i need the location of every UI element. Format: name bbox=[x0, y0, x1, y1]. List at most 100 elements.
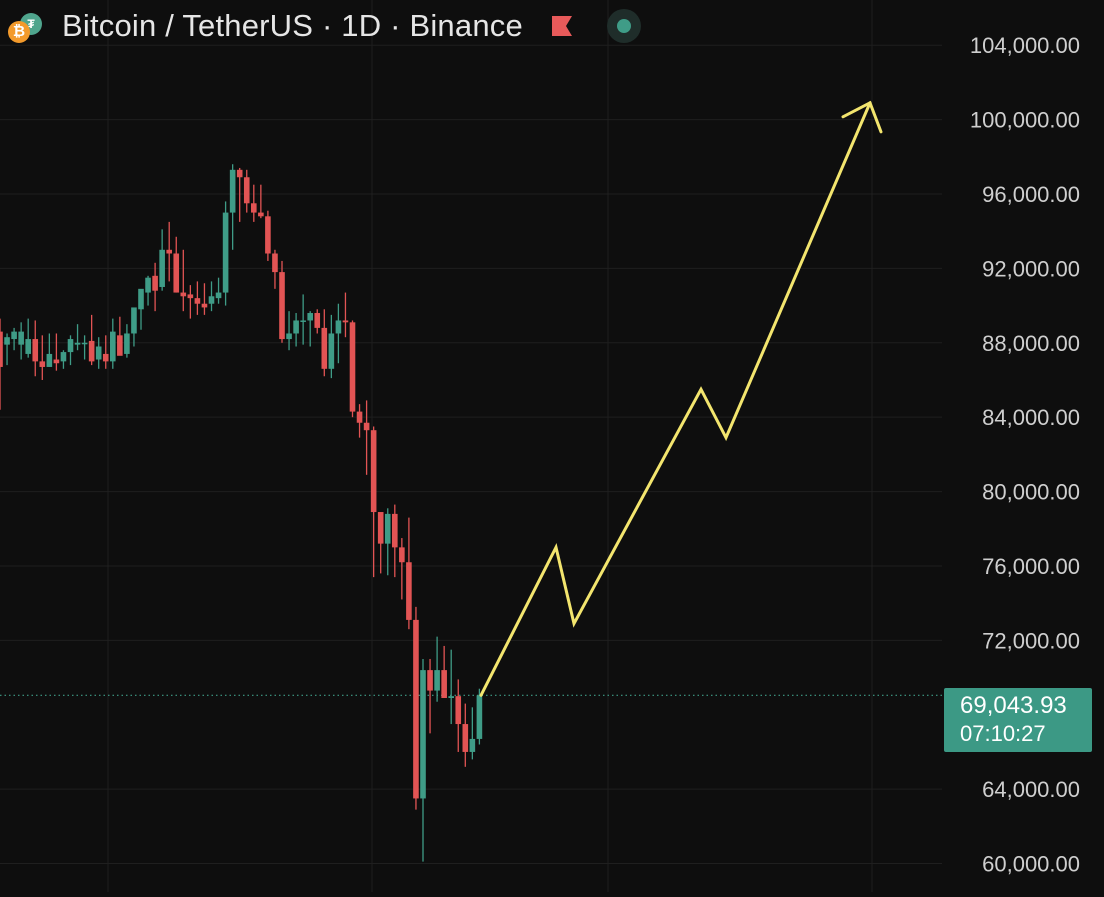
candle bbox=[392, 504, 398, 578]
candle-body bbox=[124, 333, 130, 354]
candle-body bbox=[4, 337, 10, 345]
candle-body bbox=[321, 327, 328, 369]
candle-body bbox=[363, 422, 370, 431]
candle bbox=[258, 184, 264, 219]
candle bbox=[363, 400, 370, 475]
candle bbox=[420, 658, 426, 862]
candle bbox=[131, 307, 137, 347]
candle bbox=[384, 508, 391, 576]
status-dot-icon bbox=[616, 19, 631, 33]
candle bbox=[469, 707, 476, 760]
candle-body bbox=[413, 619, 419, 799]
candle bbox=[448, 649, 454, 725]
candle bbox=[32, 320, 39, 377]
candle-body bbox=[370, 430, 377, 513]
bar-countdown: 07:10:27 bbox=[960, 721, 1046, 746]
candle bbox=[201, 283, 208, 315]
candle bbox=[356, 404, 363, 438]
candle-body bbox=[462, 724, 469, 752]
projection-arrowhead[interactable] bbox=[841, 100, 883, 134]
candle-body bbox=[406, 562, 412, 620]
candle bbox=[159, 229, 165, 291]
candle bbox=[349, 320, 356, 418]
symbol-title[interactable]: Bitcoin / TetherUS · 1D · Binance bbox=[62, 8, 523, 43]
candle-body bbox=[53, 359, 60, 364]
y-tick-label: 100,000.00 bbox=[970, 108, 1080, 133]
candle bbox=[180, 249, 187, 312]
grid bbox=[0, 0, 942, 892]
candle bbox=[399, 538, 405, 600]
flag-icon[interactable] bbox=[549, 14, 575, 38]
candle bbox=[25, 318, 31, 358]
candle-body bbox=[0, 331, 3, 367]
bitcoin-icon: ₿ bbox=[8, 21, 30, 43]
candle-body bbox=[74, 342, 81, 345]
candle bbox=[46, 333, 53, 367]
chart-header: ₮ ₿ Bitcoin / TetherUS · 1D · Binance bbox=[8, 6, 641, 46]
candle-body bbox=[215, 292, 222, 299]
candle-body bbox=[11, 331, 17, 340]
candle bbox=[39, 335, 46, 380]
candle bbox=[102, 335, 109, 369]
symbol-icon[interactable]: ₮ ₿ bbox=[8, 11, 42, 43]
y-tick-label: 80,000.00 bbox=[982, 480, 1080, 505]
candle-body bbox=[166, 249, 172, 254]
candle bbox=[0, 318, 3, 410]
price-axis[interactable]: 104,000.00 100,000.00 96,000.00 92,000.00 88… bbox=[970, 33, 1080, 876]
candle bbox=[81, 335, 88, 360]
candle-body bbox=[342, 320, 349, 323]
candle bbox=[222, 201, 229, 306]
candle bbox=[335, 303, 342, 364]
candle bbox=[18, 322, 24, 360]
candle-body bbox=[293, 320, 299, 334]
candle bbox=[124, 324, 130, 358]
y-tick-label: 96,000.00 bbox=[982, 182, 1080, 207]
projection-path[interactable] bbox=[479, 101, 872, 697]
candle-body bbox=[307, 313, 313, 321]
candle bbox=[321, 309, 328, 377]
candle-body bbox=[427, 670, 433, 691]
candle-body bbox=[102, 353, 109, 362]
candle bbox=[74, 324, 81, 351]
candle bbox=[279, 260, 285, 343]
candle bbox=[173, 236, 180, 293]
candle bbox=[476, 688, 483, 745]
candle-body bbox=[138, 288, 144, 310]
candle-body bbox=[272, 253, 278, 273]
candle-body bbox=[328, 333, 335, 369]
candle-body bbox=[194, 298, 201, 304]
candle bbox=[117, 316, 123, 356]
candle bbox=[187, 285, 194, 319]
candle-body bbox=[279, 272, 285, 340]
market-status-icon[interactable] bbox=[606, 9, 641, 43]
candle-body bbox=[265, 216, 271, 254]
candle-body bbox=[258, 212, 264, 217]
candle bbox=[215, 277, 222, 304]
candle-body bbox=[455, 696, 462, 725]
projection-drawing[interactable] bbox=[479, 100, 883, 697]
candle bbox=[455, 679, 462, 752]
candle bbox=[243, 169, 250, 213]
candle bbox=[328, 314, 335, 379]
candle-body bbox=[476, 695, 483, 739]
candle-body bbox=[236, 169, 243, 178]
candles bbox=[0, 164, 483, 862]
candle bbox=[208, 281, 215, 312]
y-tick-label: 92,000.00 bbox=[982, 256, 1080, 281]
y-tick-label: 76,000.00 bbox=[982, 554, 1080, 579]
candle bbox=[110, 318, 116, 369]
y-tick-label: 72,000.00 bbox=[982, 628, 1080, 653]
candle bbox=[300, 294, 306, 345]
candle-body bbox=[67, 339, 74, 353]
candle-body bbox=[441, 670, 447, 699]
candle-body bbox=[145, 277, 151, 293]
candle-body bbox=[335, 320, 342, 334]
candle-body bbox=[159, 249, 165, 287]
candle bbox=[265, 210, 271, 261]
candle-body bbox=[349, 322, 356, 412]
candle-body bbox=[392, 513, 398, 548]
candle bbox=[152, 262, 158, 312]
candle-body bbox=[201, 303, 208, 308]
